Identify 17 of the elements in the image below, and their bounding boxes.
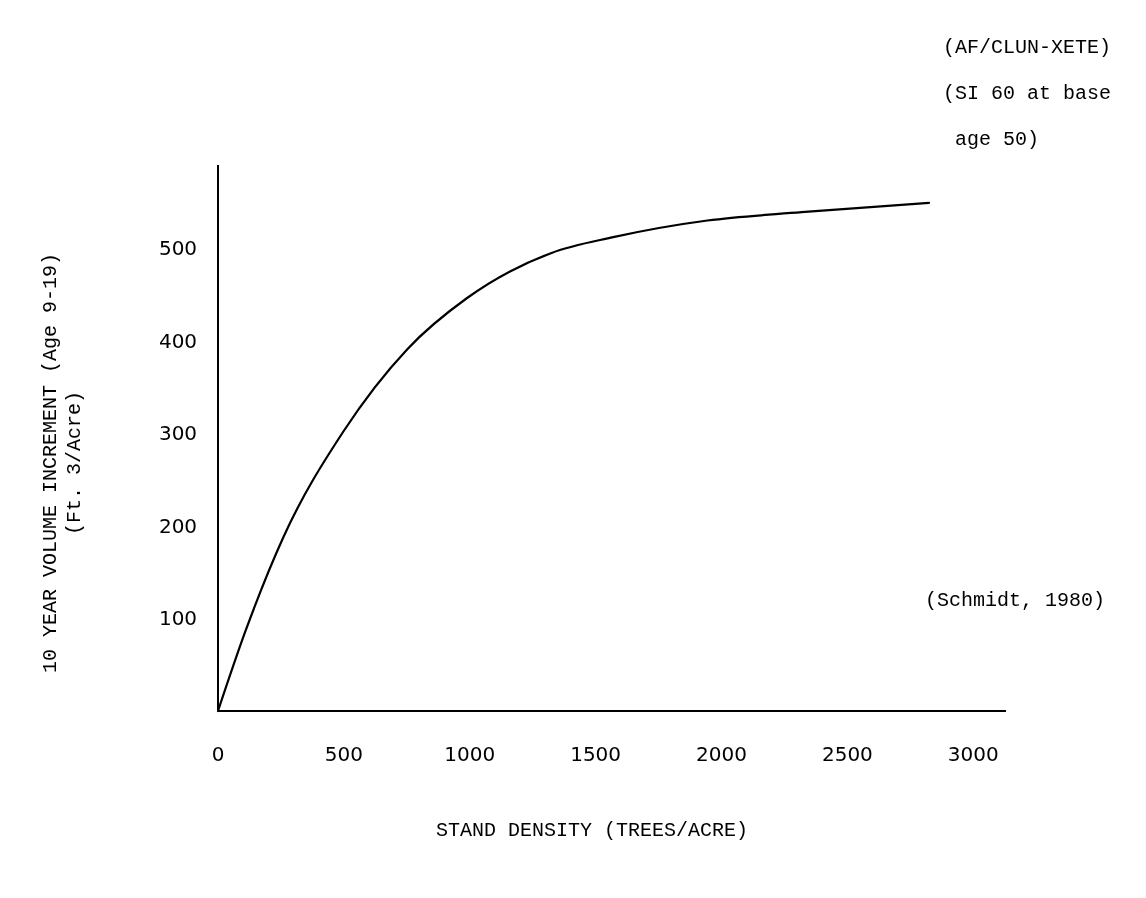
- x-tick-label: 2000: [696, 742, 747, 766]
- text: (AF/CLUN-XETE): [943, 36, 1112, 59]
- x-tick-label: 1500: [570, 742, 622, 766]
- x-tick-label: 2500: [821, 742, 873, 766]
- y-tick-label: 400: [158, 328, 198, 353]
- text: (SI 60 at base age 50): [943, 82, 1112, 151]
- x-tick-label: 3000: [947, 742, 999, 766]
- y-axis-title: 10 YEAR VOLUME INCREMENT (Age 9-19) (Ft. 3/Acre): [39, 252, 86, 674]
- x-axis-title: STAND DENSITY (TREES/ACRE): [435, 819, 749, 842]
- y-tick-label: 500: [158, 236, 198, 261]
- y-tick-label: 300: [158, 421, 198, 446]
- y-tick-label: 100: [158, 606, 198, 631]
- y-tick-label: 200: [158, 513, 198, 538]
- x-tick-label: 1000: [444, 742, 496, 766]
- x-tick-label: 0: [211, 742, 225, 766]
- annotation: (Schmidt, 1980): [925, 589, 1106, 612]
- x-tick-label: 500: [324, 742, 363, 766]
